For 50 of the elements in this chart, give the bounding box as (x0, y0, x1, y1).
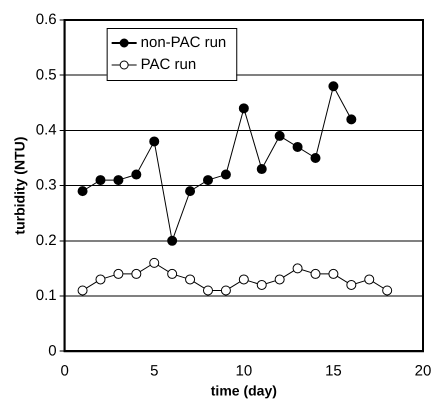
y-tick-label: 0.2 (36, 232, 57, 249)
x-tick-label: 10 (235, 362, 252, 380)
point (220, 170, 231, 180)
point (202, 285, 213, 296)
legend-label: PAC run (140, 56, 196, 74)
point (149, 258, 160, 268)
point (346, 280, 356, 290)
x-axis-title: time (day) (210, 382, 277, 398)
point (328, 268, 338, 279)
x-tick-label: 5 (150, 362, 158, 380)
x-tick-label: 15 (325, 362, 342, 380)
y-tick-label: 0.1 (36, 287, 57, 304)
point (95, 274, 106, 284)
point (310, 153, 320, 163)
point (202, 175, 213, 186)
point (274, 130, 285, 141)
point (113, 268, 124, 279)
y-axis-title: turbidity (NTU) (11, 136, 28, 235)
y-tick-label: 0.5 (36, 66, 57, 84)
point (292, 263, 303, 274)
point (292, 142, 303, 152)
x-tick-label: 20 (414, 362, 432, 380)
point (95, 175, 106, 186)
point (167, 268, 178, 279)
point (78, 285, 88, 296)
point (185, 186, 196, 196)
point (238, 274, 249, 284)
point (185, 274, 196, 284)
point (346, 114, 356, 124)
point (131, 170, 142, 180)
x-tick-label: 0 (60, 362, 69, 380)
point (131, 268, 142, 279)
point (310, 268, 320, 279)
point (274, 274, 285, 284)
y-tick-label: 0.4 (36, 122, 57, 139)
point (256, 280, 267, 290)
point (167, 236, 178, 246)
point (220, 285, 231, 296)
y-tick-label: 0 (48, 342, 57, 360)
y-tick-label: 0.6 (36, 11, 57, 28)
point (78, 186, 88, 196)
point (364, 274, 374, 284)
point (149, 136, 160, 146)
point (113, 175, 124, 186)
point (238, 103, 249, 114)
point (256, 164, 267, 174)
legend-label: non-PAC run (140, 34, 226, 52)
point (328, 81, 338, 92)
y-tick-label: 0.3 (36, 176, 57, 194)
point (382, 285, 392, 296)
